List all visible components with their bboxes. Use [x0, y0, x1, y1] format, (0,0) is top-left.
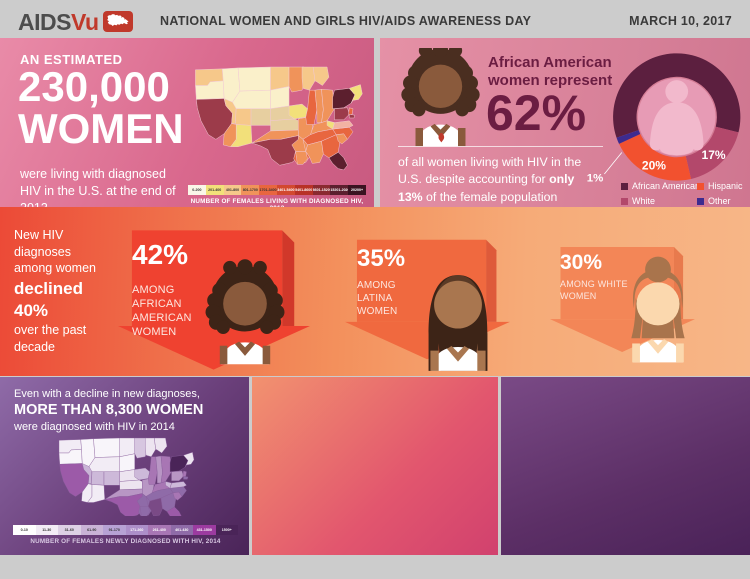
svg-text:20%: 20%: [642, 158, 666, 172]
svg-text:17%: 17%: [702, 148, 726, 162]
svg-text:1%: 1%: [587, 172, 603, 184]
